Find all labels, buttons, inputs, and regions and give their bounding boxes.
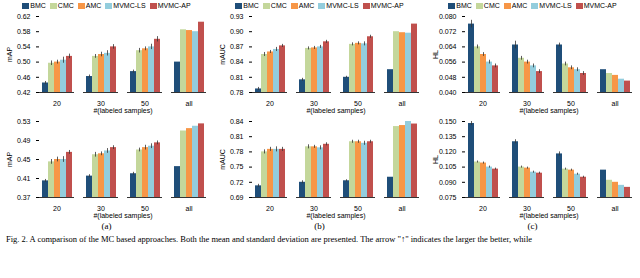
svg-text:0.84: 0.84 bbox=[230, 118, 244, 125]
svg-text:0.50: 0.50 bbox=[17, 58, 31, 65]
svg-text:0.090: 0.090 bbox=[439, 179, 457, 186]
svg-text:30: 30 bbox=[523, 100, 531, 108]
svg-text:0.080: 0.080 bbox=[439, 13, 457, 20]
svg-text:50: 50 bbox=[567, 205, 575, 213]
svg-text:0.37: 0.37 bbox=[17, 194, 31, 201]
svg-text:0.150: 0.150 bbox=[439, 118, 457, 125]
html-text:MVMC-AP: MVMC-AP bbox=[157, 1, 191, 9]
html-text:CMC: CMC bbox=[57, 1, 74, 9]
html-text:MVMC-AP: MVMC-AP bbox=[370, 1, 404, 9]
svg-text:0.54: 0.54 bbox=[17, 43, 31, 50]
svg-text:0.62: 0.62 bbox=[17, 13, 31, 20]
svg-text:#(labeled samples): #(labeled samples) bbox=[519, 212, 578, 220]
svg-text:50: 50 bbox=[567, 100, 575, 108]
svg-text:30: 30 bbox=[310, 205, 318, 213]
svg-text:0.53: 0.53 bbox=[17, 118, 31, 125]
svg-text:20: 20 bbox=[479, 100, 487, 107]
svg-text:0.93: 0.93 bbox=[230, 13, 244, 20]
svg-text:0.45: 0.45 bbox=[17, 156, 31, 163]
svg-text:HL: HL bbox=[432, 50, 439, 59]
svg-text:#(labeled samples): #(labeled samples) bbox=[306, 212, 365, 220]
svg-text:0.81: 0.81 bbox=[230, 74, 244, 81]
html-text:MVMC-LS: MVMC-LS bbox=[113, 1, 146, 9]
html-text:(c): (c) bbox=[527, 221, 538, 231]
svg-text:mAUC: mAUC bbox=[219, 44, 226, 65]
svg-text:50: 50 bbox=[354, 100, 362, 108]
svg-text:0.78: 0.78 bbox=[230, 89, 244, 96]
html-text:Fig. 2. A comparison of the MC: Fig. 2. A comparison of the MC based app… bbox=[6, 234, 532, 244]
svg-text:mAP: mAP bbox=[6, 152, 13, 168]
html-text:BMC: BMC bbox=[30, 1, 46, 9]
html-text:MVMC-LS: MVMC-LS bbox=[326, 1, 359, 9]
svg-text:50: 50 bbox=[141, 205, 149, 213]
svg-text:0.58: 0.58 bbox=[17, 28, 31, 35]
svg-text:0.064: 0.064 bbox=[439, 43, 457, 50]
html-text:AMC: AMC bbox=[298, 1, 315, 9]
svg-text:20: 20 bbox=[266, 100, 274, 107]
svg-text:0.040: 0.040 bbox=[439, 89, 457, 96]
svg-text:#(labeled samples): #(labeled samples) bbox=[93, 212, 152, 220]
svg-text:20: 20 bbox=[53, 205, 61, 212]
svg-text:20: 20 bbox=[53, 100, 61, 107]
svg-text:all: all bbox=[611, 100, 618, 107]
svg-text:30: 30 bbox=[523, 205, 531, 213]
svg-text:0.056: 0.056 bbox=[439, 58, 457, 65]
html-text:(a): (a) bbox=[101, 221, 112, 231]
svg-text:all: all bbox=[185, 100, 192, 107]
svg-text:all: all bbox=[398, 205, 405, 212]
svg-text:0.49: 0.49 bbox=[17, 137, 31, 144]
svg-text:0.41: 0.41 bbox=[17, 175, 31, 182]
html-text:BMC: BMC bbox=[243, 1, 259, 9]
svg-text:0.105: 0.105 bbox=[439, 163, 457, 170]
svg-text:50: 50 bbox=[354, 205, 362, 213]
svg-text:0.75: 0.75 bbox=[230, 163, 244, 170]
html-text:BMC: BMC bbox=[456, 1, 472, 9]
svg-text:50: 50 bbox=[141, 100, 149, 108]
svg-text:all: all bbox=[398, 100, 405, 107]
svg-text:0.072: 0.072 bbox=[439, 28, 457, 35]
html-text:MVMC-LS: MVMC-LS bbox=[539, 1, 572, 9]
html-text:CMC: CMC bbox=[270, 1, 287, 9]
svg-text:all: all bbox=[185, 205, 192, 212]
svg-text:0.87: 0.87 bbox=[230, 43, 244, 50]
svg-text:20: 20 bbox=[479, 205, 487, 212]
svg-text:0.69: 0.69 bbox=[230, 194, 244, 201]
svg-text:mAUC: mAUC bbox=[219, 149, 226, 170]
html-text:(b): (b) bbox=[314, 221, 325, 231]
svg-text:30: 30 bbox=[97, 100, 105, 108]
svg-text:0.72: 0.72 bbox=[230, 179, 244, 186]
svg-text:0.048: 0.048 bbox=[439, 74, 457, 81]
svg-text:0.42: 0.42 bbox=[17, 89, 31, 96]
svg-text:mAP: mAP bbox=[6, 47, 13, 63]
svg-text:all: all bbox=[611, 205, 618, 212]
svg-text:0.120: 0.120 bbox=[439, 148, 457, 155]
svg-text:30: 30 bbox=[310, 100, 318, 108]
svg-text:HL: HL bbox=[432, 155, 439, 164]
svg-text:#(labeled samples): #(labeled samples) bbox=[519, 107, 578, 115]
svg-text:0.135: 0.135 bbox=[439, 133, 457, 140]
svg-text:#(labeled samples): #(labeled samples) bbox=[306, 107, 365, 115]
svg-text:0.46: 0.46 bbox=[17, 74, 31, 81]
html-text:AMC: AMC bbox=[85, 1, 102, 9]
html-text:MVMC-AP: MVMC-AP bbox=[583, 1, 617, 9]
svg-text:#(labeled samples): #(labeled samples) bbox=[93, 107, 152, 115]
svg-text:0.90: 0.90 bbox=[230, 28, 244, 35]
svg-text:0.81: 0.81 bbox=[230, 133, 244, 140]
svg-text:30: 30 bbox=[97, 205, 105, 213]
html-text:AMC: AMC bbox=[511, 1, 528, 9]
svg-text:20: 20 bbox=[266, 205, 274, 212]
svg-text:0.84: 0.84 bbox=[230, 58, 244, 65]
svg-text:0.78: 0.78 bbox=[230, 148, 244, 155]
svg-text:0.075: 0.075 bbox=[439, 194, 457, 201]
html-text:CMC: CMC bbox=[483, 1, 500, 9]
